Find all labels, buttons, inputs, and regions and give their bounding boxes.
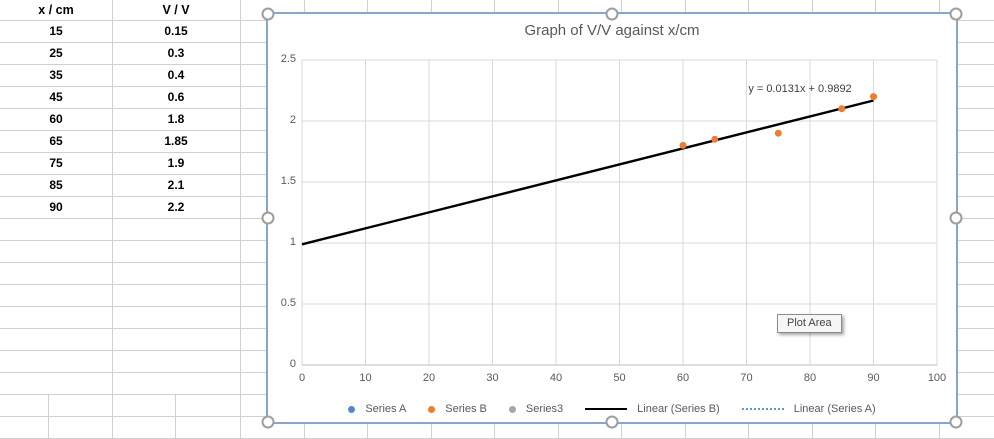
legend-label: Series A	[365, 403, 407, 415]
chart-title[interactable]: Graph of V/V against x/cm	[524, 22, 700, 39]
plot-canvas	[301, 59, 938, 366]
x-tick-label: 0	[298, 372, 306, 384]
cell-v-value[interactable]: 0.4	[167, 68, 185, 82]
legend-item-series-b[interactable]: Series B	[428, 403, 487, 415]
selection-handle-middle-left[interactable]	[261, 211, 275, 225]
cell-v-value[interactable]: 2.2	[167, 200, 185, 214]
legend-dotted-line-icon	[741, 408, 784, 410]
legend-dot-icon	[508, 405, 516, 413]
sheet-gridline-v	[175, 394, 176, 439]
sheet-gridline-v	[112, 0, 113, 439]
cell-x-value[interactable]: 90	[49, 200, 63, 214]
cell-x-value[interactable]: 65	[49, 134, 63, 148]
plot-area[interactable]: 0 0.5 1 1.5 2 2.5 0 10 20 30 40 50 60 70 80 90 100 y = …	[281, 53, 946, 384]
chart-legend[interactable]: Series A Series B Series3 Linear (Series B)…	[268, 400, 956, 418]
x-tick-label: 80	[803, 372, 817, 384]
table-row: 75 1.9	[0, 152, 240, 174]
table-row: 15 0.15	[0, 20, 240, 42]
table-header-v[interactable]: V / V	[162, 3, 190, 17]
legend-dot-icon	[348, 405, 356, 413]
table-row: 60 1.8	[0, 108, 240, 130]
selection-handle-middle-right[interactable]	[949, 211, 963, 225]
cell-x-value[interactable]: 15	[49, 24, 63, 38]
cell-x-value[interactable]: 85	[49, 178, 63, 192]
data-point-series-b[interactable]	[679, 141, 687, 149]
selection-handle-bottom-left[interactable]	[261, 415, 275, 429]
selection-handle-top-middle[interactable]	[605, 7, 619, 21]
cell-v-value[interactable]: 2.1	[167, 178, 185, 192]
table-header-row: x / cm V / V	[0, 0, 240, 20]
selection-handle-top-right[interactable]	[949, 7, 963, 21]
data-point-series-b[interactable]	[838, 105, 846, 113]
y-tick-label: 2.5	[280, 53, 296, 65]
legend-label: Linear (Series A)	[793, 403, 876, 415]
x-tick-label: 20	[422, 372, 436, 384]
legend-item-linear-series-a-[interactable]: Linear (Series A)	[741, 403, 876, 415]
legend-line-icon	[585, 408, 628, 410]
table-row: 45 0.6	[0, 86, 240, 108]
plot-area-tooltip: Plot Area	[777, 314, 842, 333]
x-tick-label: 50	[613, 372, 626, 384]
table-row: 65 1.85	[0, 130, 240, 152]
cell-v-value[interactable]: 0.15	[164, 24, 188, 38]
x-tick-label: 90	[867, 372, 880, 384]
x-tick-label: 100	[927, 372, 947, 384]
cell-x-value[interactable]: 35	[49, 68, 63, 82]
cell-v-value[interactable]: 0.6	[167, 90, 185, 104]
legend-label: Linear (Series B)	[637, 403, 720, 415]
cell-x-value[interactable]: 75	[49, 156, 63, 170]
selection-handle-top-left[interactable]	[261, 7, 275, 21]
table-row: 85 2.1	[0, 174, 240, 196]
y-tick-label: 1.5	[280, 175, 296, 187]
y-tick-label: 0	[289, 358, 296, 370]
legend-dot-icon	[428, 405, 436, 413]
data-table[interactable]: x / cm V / V 15 0.15 25 0.3 35 0.4 45 0.6 60 1.8 6…	[0, 0, 240, 439]
data-point-series-b[interactable]	[870, 93, 877, 101]
cell-v-value[interactable]: 1.85	[164, 134, 188, 148]
trendline-series-b	[301, 99, 874, 246]
cell-v-value[interactable]: 1.9	[167, 156, 185, 170]
x-tick-label: 40	[549, 372, 563, 384]
cell-v-value[interactable]: 1.8	[167, 112, 185, 126]
selection-handle-bottom-right[interactable]	[949, 415, 963, 429]
legend-item-series3[interactable]: Series3	[508, 403, 564, 415]
cell-x-value[interactable]: 60	[49, 112, 63, 126]
legend-item-series-a[interactable]: Series A	[348, 403, 406, 415]
x-tick-label: 30	[486, 372, 499, 384]
y-tick-label: 0.5	[280, 297, 296, 309]
sheet-gridline-v	[48, 394, 49, 439]
trendline-equation-label[interactable]: y = 0.0131x + 0.9892	[748, 83, 852, 95]
table-row: 35 0.4	[0, 64, 240, 86]
x-tick-label: 60	[676, 372, 690, 384]
cell-x-value[interactable]: 25	[49, 46, 63, 60]
cell-x-value[interactable]: 45	[49, 90, 63, 104]
chart-object[interactable]: Graph of V/V against x/cm 0 0.5 1 1.5 2 2.5 0…	[261, 7, 963, 429]
legend-label: Series B	[445, 403, 487, 415]
y-tick-label: 2	[289, 114, 296, 126]
selection-handle-bottom-middle[interactable]	[605, 415, 619, 429]
cell-v-value[interactable]: 0.3	[167, 46, 185, 60]
legend-item-linear-series-b-[interactable]: Linear (Series B)	[585, 403, 720, 415]
sheet-gridline-v	[240, 0, 241, 439]
table-header-x[interactable]: x / cm	[38, 3, 74, 17]
table-row: 90 2.2	[0, 196, 240, 218]
legend-label: Series3	[525, 403, 564, 415]
data-point-series-b[interactable]	[711, 135, 719, 143]
y-tick-label: 1	[289, 236, 296, 248]
table-row: 25 0.3	[0, 42, 240, 64]
data-point-series-b[interactable]	[774, 129, 782, 137]
x-tick-label: 70	[740, 372, 753, 384]
x-tick-label: 10	[359, 372, 372, 384]
